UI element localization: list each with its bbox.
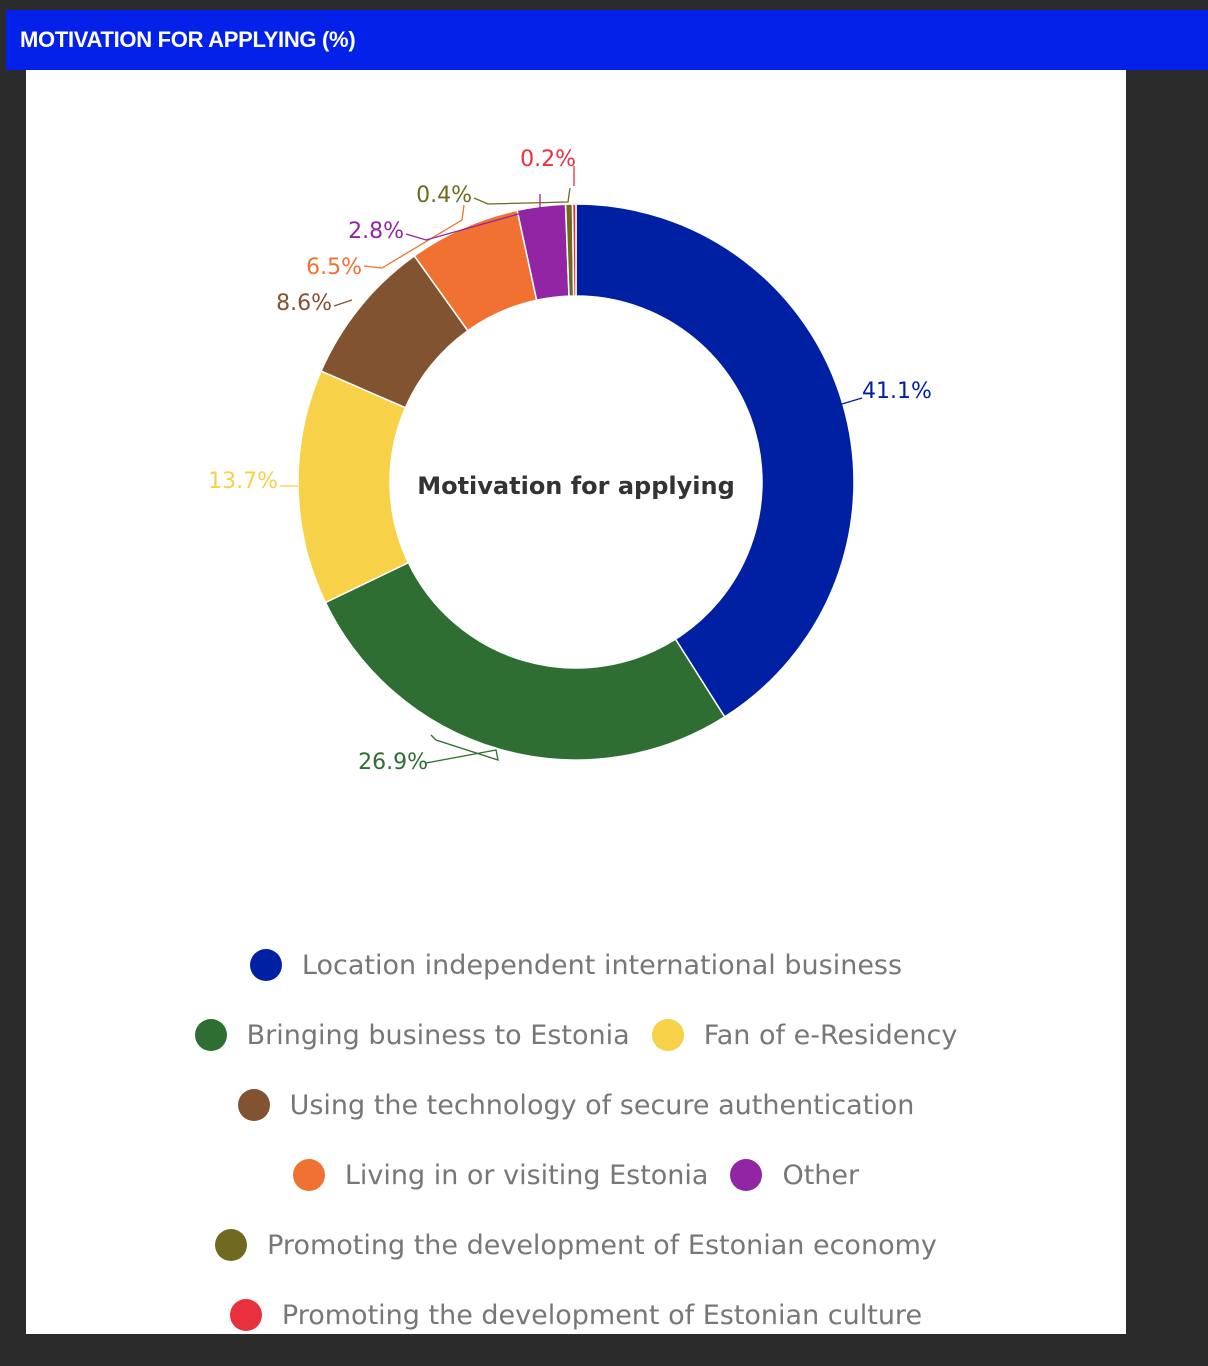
data-label-6: 2.8% [348, 219, 404, 244]
legend-color-dot [249, 949, 282, 981]
legend-item[interactable]: Location independent international busin… [249, 949, 903, 981]
legend-item[interactable]: Fan of e-Residency [651, 1019, 958, 1051]
data-label-3: 13.7% [208, 469, 278, 494]
legend-row: Location independent international busin… [26, 930, 1126, 1000]
donut-slice-3 [297, 370, 410, 604]
legend-row: Bringing business to Estonia Fan of e-Res… [26, 1000, 1126, 1070]
legend-item[interactable]: Bringing business to Estonia [194, 1019, 630, 1051]
legend-label: Using the technology of secure authentic… [289, 1089, 915, 1121]
legend-color-dot [229, 1299, 262, 1331]
legend-label: Other [782, 1159, 860, 1191]
data-label-1: 41.1% [862, 379, 932, 404]
legend-row: Promoting the development of Estonian cu… [26, 1280, 1126, 1350]
legend-label: Location independent international busin… [301, 949, 903, 981]
legend-color-dot [237, 1089, 270, 1121]
legend-row: Promoting the development of Estonian ec… [26, 1210, 1126, 1280]
legend-color-dot [194, 1019, 227, 1051]
donut-center-label: Motivation for applying [417, 472, 735, 500]
data-label-5: 6.5% [306, 255, 362, 280]
data-label-8: 0.2% [520, 147, 576, 172]
legend-color-dot [651, 1019, 684, 1051]
legend-color-dot [730, 1159, 763, 1191]
legend-color-dot [215, 1229, 248, 1261]
data-label-4: 8.6% [276, 291, 332, 316]
data-label-2: 26.9% [358, 750, 428, 775]
donut-slice-8 [571, 203, 577, 297]
leader-line-4 [333, 299, 353, 307]
leader-line-1 [841, 397, 863, 405]
legend-item[interactable]: Promoting the development of Estonian ec… [215, 1229, 937, 1261]
legend-row: Using the technology of secure authentic… [26, 1070, 1126, 1140]
legend-label: Fan of e-Residency [703, 1019, 958, 1051]
legend-item[interactable]: Living in or visiting Estonia [292, 1159, 709, 1191]
legend-label: Promoting the development of Estonian ec… [267, 1229, 937, 1261]
legend-color-dot [292, 1159, 325, 1191]
donut-slice-1 [575, 203, 855, 718]
leader-line-2 [425, 734, 499, 764]
leader-line-5 [363, 204, 465, 269]
donut-chart: 41.1% 26.9% 13.7% 8.6% 6.5% 2.8% 0.4% 0.2% Moti… [208, 147, 932, 775]
legend-row: Living in or visiting Estonia Other [26, 1140, 1126, 1210]
chart-header-title: MOTIVATION FOR APPLYING (%) [20, 27, 356, 52]
legend-item[interactable]: Other [730, 1159, 859, 1191]
chart-legend: Location independent international busin… [26, 930, 1126, 1350]
legend-item[interactable]: Using the technology of secure authentic… [237, 1089, 915, 1121]
chart-panel: 41.1% 26.9% 13.7% 8.6% 6.5% 2.8% 0.4% 0.2% Moti… [26, 70, 1126, 1334]
donut-slice-2 [324, 561, 726, 761]
chart-header: MOTIVATION FOR APPLYING (%) [6, 10, 1208, 70]
leader-line-6 [405, 194, 541, 241]
legend-label: Promoting the development of Estonian cu… [281, 1299, 923, 1331]
leader-line-7 [473, 187, 571, 205]
legend-item[interactable]: Promoting the development of Estonian cu… [229, 1299, 923, 1331]
legend-label: Living in or visiting Estonia [344, 1159, 709, 1191]
data-label-7: 0.4% [416, 183, 472, 208]
legend-label: Bringing business to Estonia [246, 1019, 630, 1051]
